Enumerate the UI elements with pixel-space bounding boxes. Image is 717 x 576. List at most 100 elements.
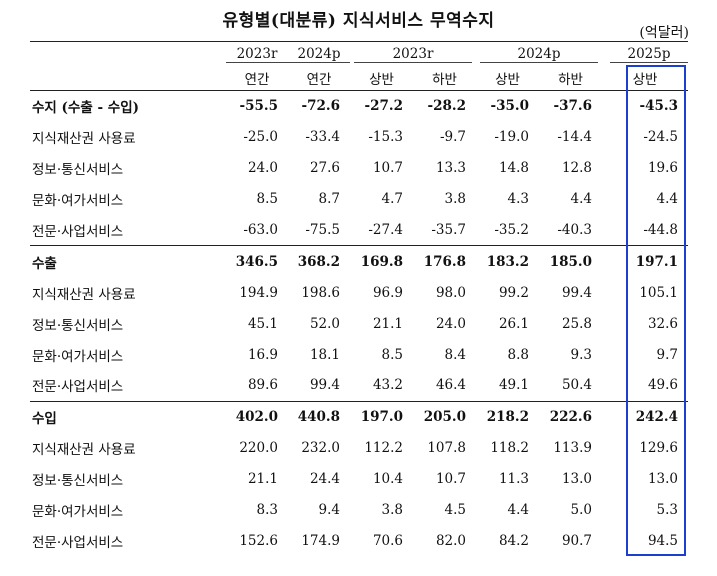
value-cell: 13.0 [647,471,678,488]
value-cell: 50.4 [561,377,592,394]
group-value-cell: -72.6 [301,98,340,115]
header-period: 연간 [226,66,288,91]
header-year-2023r-half: 2023r [350,41,476,66]
value-cell: 49.6 [647,377,678,394]
value-cell: 13.0 [561,471,592,488]
group-value-cell: 402.0 [226,400,288,433]
group-value-cell: 183.2 [476,245,539,278]
header-blank [30,66,226,91]
value-cell: 49.1 [498,377,529,394]
group-value-cell: -35.0 [490,98,529,115]
value-cell: 11.3 [498,471,529,488]
header-period: 하반 [413,66,476,91]
value-cell: 113.9 [553,440,592,457]
value-cell: 198.6 [301,284,340,301]
value-cell: -44.8 [643,222,678,238]
value-cell: 84.2 [498,532,529,549]
value-cell: 24.0 [247,160,278,177]
value-cell: 99.2 [498,284,529,301]
value-cell: 8.5 [381,346,403,363]
row-label: 지식재산권 사용료 [32,286,136,303]
header-row-years: 2023r 2024p 2023r 2024p 2025p [30,41,688,66]
group-value-cell: 176.8 [413,245,476,278]
value-cell: 4.4 [507,502,529,519]
value-cell: 3.8 [444,191,466,208]
header-period: 상반 [350,66,413,91]
group-value-cell: -45.3 [639,98,678,115]
row-label: 전문·사업서비스 [32,379,124,396]
value-cell: 45.1 [247,315,278,332]
row-label: 정보·통신서비스 [32,473,124,490]
header-year-2025p: 2025p [602,41,688,66]
row-label: 정보·통신서비스 [32,317,124,334]
group-value-cell: 185.0 [539,245,602,278]
value-cell: 25.8 [561,315,592,332]
value-cell: 4.3 [507,191,529,208]
value-cell: 99.4 [561,284,592,301]
value-cell: 14.8 [498,160,529,177]
value-cell: -19.0 [494,129,529,146]
value-cell: 4.4 [656,191,678,208]
value-cell: 8.5 [256,191,278,208]
value-cell: 152.6 [239,532,278,549]
table-row: 전문·사업서비스 152.6 174.9 70.6 82.0 84.2 90.7 94.5 [30,525,688,556]
value-cell: 105.1 [639,284,678,301]
value-cell: 10.7 [435,471,466,488]
value-cell: 89.6 [247,377,278,394]
table-group-row: 수출 346.5 368.2 169.8 176.8 183.2 185.0 197.1 [30,245,688,278]
value-cell: 12.8 [561,160,592,177]
group-value-cell: 346.5 [226,245,288,278]
value-cell: 220.0 [239,440,278,457]
value-cell: 118.2 [490,440,529,457]
group-value-cell: 368.2 [288,245,350,278]
value-cell: 8.3 [256,502,278,519]
value-cell: 9.7 [656,346,678,363]
value-cell: -15.3 [368,129,403,146]
header-year-2024p-annual: 2024p [288,41,350,66]
table-group-row: 수지 (수출 - 수입) -55.5 -72.6 -27.2 -28.2 -35.0 -37… [30,91,688,122]
value-cell: 52.0 [309,315,340,332]
value-cell: 3.8 [381,502,403,519]
value-cell: 107.8 [427,440,466,457]
group-value-cell: -37.6 [553,98,592,115]
header-period: 연간 [288,66,350,91]
value-cell: 24.0 [435,315,466,332]
table-row: 문화·여가서비스 16.9 18.1 8.5 8.4 8.8 9.3 9.7 [30,339,688,370]
value-cell: 8.4 [444,346,466,363]
row-label: 문화·여가서비스 [32,504,124,521]
value-cell: -14.4 [557,129,592,146]
group-value-cell: 218.2 [476,400,539,433]
row-label: 지식재산권 사용료 [32,442,136,459]
group-value-cell: 242.4 [602,400,688,433]
value-cell: -33.4 [305,129,340,146]
group-label: 수입 [30,400,226,433]
table-row: 문화·여가서비스 8.5 8.7 4.7 3.8 4.3 4.4 4.4 [30,184,688,215]
table-row: 지식재산권 사용료 -25.0 -33.4 -15.3 -9.7 -19.0 -14.4 -2… [30,122,688,153]
table-group-row: 수입 402.0 440.8 197.0 205.0 218.2 222.6 242.4 [30,400,688,433]
value-cell: -35.7 [431,222,466,238]
value-cell: -27.4 [368,222,403,238]
value-cell: 16.9 [247,346,278,363]
value-cell: -75.5 [305,222,340,238]
value-cell: 90.7 [561,532,592,549]
table-row: 전문·사업서비스 -63.0 -75.5 -27.4 -35.7 -35.2 -40.3 -4… [30,215,688,246]
value-cell: 10.7 [372,160,403,177]
header-blank [30,41,226,66]
header-year-2024p-half: 2024p [476,41,602,66]
group-value-cell: 205.0 [413,400,476,433]
value-cell: 5.3 [656,502,678,519]
group-value-cell: 197.0 [350,400,413,433]
table-row: 문화·여가서비스 8.3 9.4 3.8 4.5 4.4 5.0 5.3 [30,495,688,526]
value-cell: 94.5 [647,532,678,549]
row-label: 정보·통신서비스 [32,162,124,179]
table-title: 유형별(대분류) 지식서비스 무역수지 [222,11,495,31]
value-cell: 99.4 [309,377,340,394]
value-cell: 24.4 [309,471,340,488]
group-label: 수지 (수출 - 수입) [32,100,139,117]
value-cell: 8.8 [507,346,529,363]
value-cell: 112.2 [364,440,403,457]
value-cell: 70.6 [372,532,403,549]
row-label: 전문·사업서비스 [32,534,124,551]
row-label: 문화·여가서비스 [32,193,124,210]
header-period: 상반 [602,66,688,91]
